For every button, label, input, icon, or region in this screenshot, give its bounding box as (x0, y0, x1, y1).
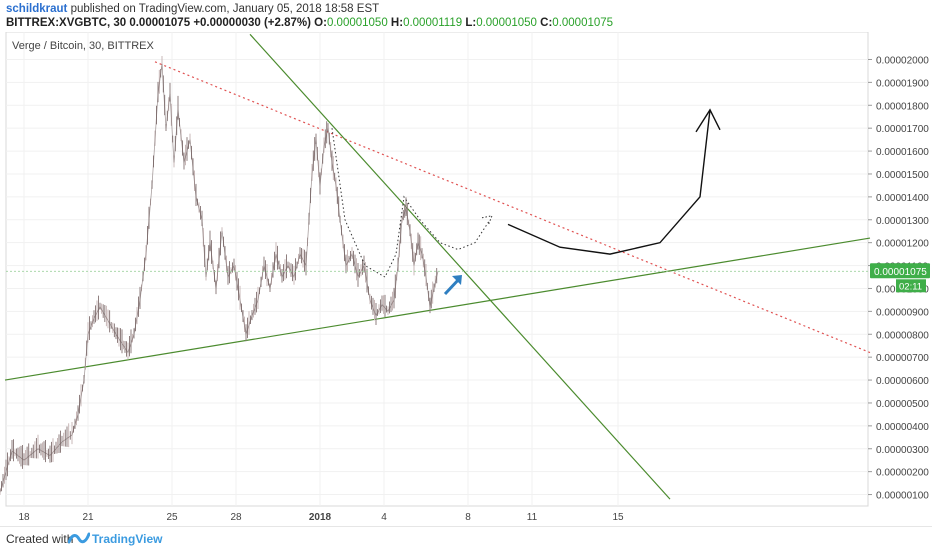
countdown-label: 02:11 (899, 281, 922, 292)
publish-info: schildkraut published on TradingView.com… (6, 3, 379, 15)
open-label: O: (314, 17, 327, 29)
chart-header: schildkraut published on TradingView.com… (0, 0, 932, 32)
x-tick-label: 15 (612, 512, 624, 523)
publish-text: published on TradingView.com, January 05… (70, 3, 380, 15)
y-tick-label: 0.00001300 (876, 216, 929, 227)
high-label: H: (390, 17, 404, 29)
tradingview-logo-icon (68, 532, 90, 544)
trendline-ascending-support (4, 237, 871, 381)
y-tick-label: 0.00001800 (876, 101, 929, 112)
x-tick-label: 2018 (309, 512, 332, 523)
countdown-tag (896, 279, 926, 293)
x-tick-label: 21 (82, 512, 94, 523)
y-tick-label: 0.00002000 (876, 55, 929, 66)
y-tick-label: 0.00001400 (876, 193, 929, 204)
last-price: 0.00001075 (129, 17, 191, 29)
x-axis: 18 21 25 28 2018 4 8 11 15 (18, 512, 624, 523)
y-tick-label: 0.00001200 (876, 239, 929, 250)
y-tick-label: 0.00001900 (876, 78, 929, 89)
last-price-tag-label: 0.00001075 (874, 267, 927, 278)
last-price-tag (870, 263, 930, 279)
trendlines (4, 33, 871, 500)
x-tick-label: 8 (465, 512, 471, 523)
quote-line: BITTREX:XVGBTC, 30 0.00001075 +0.0000003… (6, 17, 613, 29)
y-axis: 0.00002000 0.00001900 0.00001800 0.00001700… (6, 55, 930, 502)
y-tick-label: 0.00000200 (876, 468, 929, 479)
footer: Created with TradingView (0, 526, 932, 551)
y-tick-label: 0.00001500 (876, 170, 929, 181)
y-tick-label: 0.00000300 (876, 445, 929, 456)
created-with-label: Created with (6, 532, 74, 546)
author-link[interactable]: schildkraut (6, 3, 68, 15)
y-tick-label: 0.00000700 (876, 353, 929, 364)
y-tick-label: 0.00000900 (876, 307, 929, 318)
x-tick-label: 25 (166, 512, 178, 523)
price-series (0, 56, 439, 496)
trendline-descending-support (249, 33, 671, 500)
y-tick-label: 0.00001600 (876, 147, 929, 158)
y-tick-label: 0.00000600 (876, 376, 929, 387)
y-tick-label: 0.00000400 (876, 422, 929, 433)
chart-area[interactable]: 0.00002000 0.00001900 0.00001800 0.00001700… (0, 31, 932, 526)
projection-dotted (331, 128, 491, 278)
low-value: 0.00001050 (476, 17, 537, 29)
grid (6, 32, 868, 506)
price-chart[interactable]: 0.00002000 0.00001900 0.00001800 0.00001700… (0, 31, 932, 526)
projection-curve-arrowhead (695, 108, 721, 133)
trendline-upper-resistance (154, 61, 871, 354)
x-tick-label: 18 (18, 512, 30, 523)
y-tick-label: 0.00000800 (876, 330, 929, 341)
price-change: +0.00000030 (+2.87%) (193, 17, 311, 29)
close-label: C: (540, 17, 553, 29)
open-value: 0.00001050 (326, 17, 388, 29)
low-label: L: (465, 17, 477, 29)
high-value: 0.00001119 (403, 17, 463, 29)
y-tick-label: 0.00000500 (876, 399, 929, 410)
x-tick-label: 4 (381, 512, 387, 523)
projection-curve (507, 109, 711, 255)
y-tick-label: 0.00000100 (876, 491, 929, 502)
x-tick-label: 11 (527, 512, 538, 523)
close-value: 0.00001075 (552, 17, 614, 29)
x-tick-label: 28 (230, 512, 242, 523)
chart-title: Verge / Bitcoin, 30, BITTREX (12, 40, 155, 52)
blue-arrow-head (452, 275, 462, 285)
y-tick-label: 0.00001700 (876, 124, 929, 135)
price-line (0, 64, 439, 493)
projection (331, 108, 721, 296)
tradingview-brand[interactable]: TradingView (92, 532, 163, 546)
symbol-label: BITTREX:XVGBTC, 30 (6, 17, 127, 29)
